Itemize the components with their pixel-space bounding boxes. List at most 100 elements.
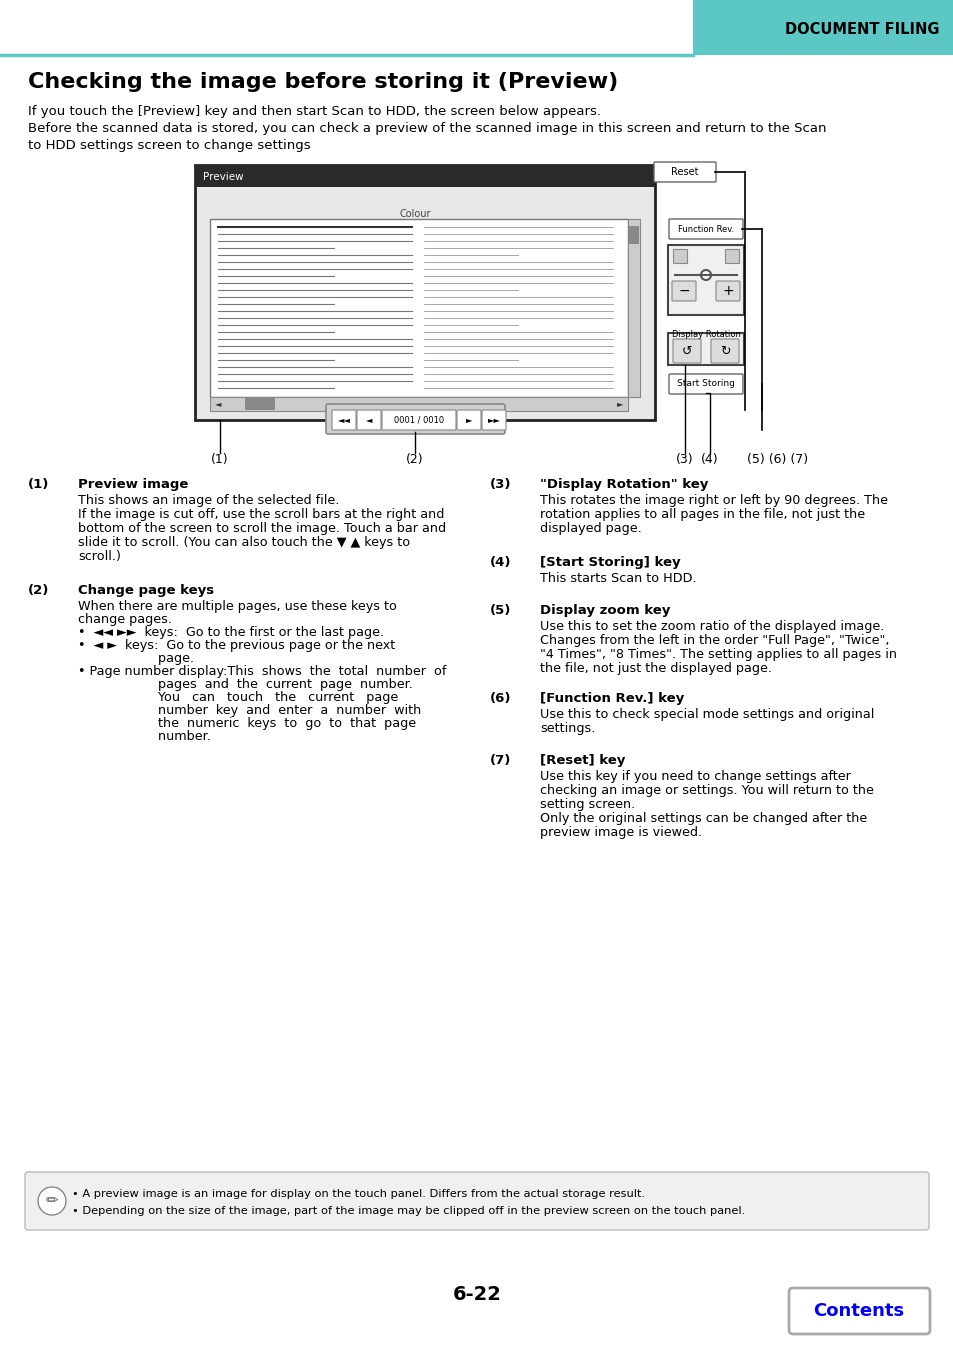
Text: Use this key if you need to change settings after: Use this key if you need to change setti… — [539, 770, 850, 784]
FancyBboxPatch shape — [788, 1288, 929, 1333]
Text: 0001 / 0010: 0001 / 0010 — [394, 416, 443, 424]
Text: checking an image or settings. You will return to the: checking an image or settings. You will … — [539, 784, 873, 797]
Text: Change page keys: Change page keys — [78, 584, 213, 597]
Text: (5): (5) — [490, 604, 511, 617]
Text: (3): (3) — [676, 453, 693, 466]
FancyBboxPatch shape — [668, 219, 742, 239]
Text: Preview image: Preview image — [78, 478, 188, 490]
Bar — [667, 332, 743, 365]
Text: page.: page. — [78, 653, 193, 665]
Text: Contents: Contents — [813, 1302, 903, 1320]
FancyBboxPatch shape — [710, 339, 739, 363]
Text: ◄: ◄ — [365, 416, 372, 424]
Text: Colour: Colour — [399, 209, 431, 219]
Text: +: + — [721, 284, 733, 299]
Text: ►►: ►► — [487, 416, 500, 424]
Text: Changes from the left in the order "Full Page", "Twice",: Changes from the left in the order "Full… — [539, 634, 888, 647]
Text: (4): (4) — [700, 453, 718, 466]
Bar — [194, 165, 655, 186]
Text: −: − — [678, 284, 689, 299]
Text: ◄◄: ◄◄ — [337, 416, 350, 424]
Text: to HDD settings screen to change settings: to HDD settings screen to change setting… — [28, 139, 311, 153]
Text: • Page number display:This  shows  the  total  number  of: • Page number display:This shows the tot… — [78, 665, 446, 678]
Text: Preview: Preview — [203, 172, 243, 182]
Text: (3): (3) — [490, 478, 511, 490]
Bar — [627, 219, 639, 397]
Text: Use this to check special mode settings and original: Use this to check special mode settings … — [539, 708, 874, 721]
FancyBboxPatch shape — [481, 409, 505, 430]
Text: setting screen.: setting screen. — [539, 798, 635, 811]
Text: Function Rev.: Function Rev. — [678, 224, 734, 234]
Bar — [210, 397, 627, 411]
Text: If the image is cut off, use the scroll bars at the right and: If the image is cut off, use the scroll … — [78, 508, 444, 521]
Text: (2): (2) — [28, 584, 50, 597]
FancyBboxPatch shape — [671, 281, 696, 301]
Text: "Display Rotation" key: "Display Rotation" key — [539, 478, 708, 490]
Circle shape — [38, 1188, 66, 1215]
Text: Only the original settings can be changed after the: Only the original settings can be change… — [539, 812, 866, 825]
FancyBboxPatch shape — [672, 339, 700, 363]
Text: [Function Rev.] key: [Function Rev.] key — [539, 692, 683, 705]
Text: ►: ► — [465, 416, 472, 424]
Text: displayed page.: displayed page. — [539, 521, 641, 535]
Text: "4 Times", "8 Times". The setting applies to all pages in: "4 Times", "8 Times". The setting applie… — [539, 648, 896, 661]
Text: This starts Scan to HDD.: This starts Scan to HDD. — [539, 571, 696, 585]
Bar — [692, 0, 953, 55]
FancyBboxPatch shape — [356, 409, 380, 430]
Text: [Reset] key: [Reset] key — [539, 754, 625, 767]
FancyBboxPatch shape — [654, 162, 716, 182]
Text: the file, not just the displayed page.: the file, not just the displayed page. — [539, 662, 771, 676]
Text: •  ◄◄ ►►  keys:  Go to the first or the last page.: • ◄◄ ►► keys: Go to the first or the las… — [78, 626, 384, 639]
Text: (5) (6) (7): (5) (6) (7) — [746, 453, 807, 466]
Text: pages  and  the  current  page  number.: pages and the current page number. — [78, 678, 413, 690]
FancyBboxPatch shape — [716, 281, 740, 301]
Text: ↻: ↻ — [719, 345, 729, 358]
Text: Before the scanned data is stored, you can check a preview of the scanned image : Before the scanned data is stored, you c… — [28, 122, 825, 135]
Text: preview image is viewed.: preview image is viewed. — [539, 825, 701, 839]
Text: This rotates the image right or left by 90 degrees. The: This rotates the image right or left by … — [539, 494, 887, 507]
Text: (6): (6) — [490, 692, 511, 705]
Text: (7): (7) — [490, 754, 511, 767]
FancyBboxPatch shape — [332, 409, 355, 430]
Text: scroll.): scroll.) — [78, 550, 121, 563]
Text: (2): (2) — [406, 453, 423, 466]
Text: • Depending on the size of the image, part of the image may be clipped off in th: • Depending on the size of the image, pa… — [71, 1206, 744, 1216]
Bar — [667, 245, 743, 315]
Text: change pages.: change pages. — [78, 613, 172, 626]
Text: Checking the image before storing it (Preview): Checking the image before storing it (Pr… — [28, 72, 618, 92]
Bar — [724, 249, 739, 263]
Circle shape — [700, 270, 710, 280]
Text: • A preview image is an image for display on the touch panel. Differs from the a: • A preview image is an image for displa… — [71, 1189, 644, 1198]
Text: Display Rotation: Display Rotation — [671, 330, 740, 339]
Bar — [210, 219, 627, 397]
Text: (1): (1) — [28, 478, 50, 490]
Text: If you touch the [Preview] key and then start Scan to HDD, the screen below appe: If you touch the [Preview] key and then … — [28, 105, 600, 118]
Text: ►: ► — [616, 400, 622, 408]
FancyBboxPatch shape — [326, 404, 504, 434]
FancyBboxPatch shape — [25, 1173, 928, 1229]
FancyBboxPatch shape — [456, 409, 480, 430]
Bar — [245, 399, 274, 409]
Text: (4): (4) — [490, 557, 511, 569]
Text: slide it to scroll. (You can also touch the ▼ ▲ keys to: slide it to scroll. (You can also touch … — [78, 536, 410, 549]
Text: •  ◄ ►  keys:  Go to the previous page or the next: • ◄ ► keys: Go to the previous page or t… — [78, 639, 395, 653]
Text: 6-22: 6-22 — [452, 1286, 501, 1305]
Text: number  key  and  enter  a  number  with: number key and enter a number with — [78, 704, 421, 717]
Text: ↺: ↺ — [681, 345, 692, 358]
Text: number.: number. — [78, 730, 211, 743]
Text: This shows an image of the selected file.: This shows an image of the selected file… — [78, 494, 339, 507]
Text: bottom of the screen to scroll the image. Touch a bar and: bottom of the screen to scroll the image… — [78, 521, 446, 535]
Text: Start Storing: Start Storing — [677, 380, 734, 389]
Text: (1): (1) — [211, 453, 229, 466]
Text: Display zoom key: Display zoom key — [539, 604, 670, 617]
Text: [Start Storing] key: [Start Storing] key — [539, 557, 679, 569]
Text: Reset: Reset — [671, 168, 698, 177]
FancyBboxPatch shape — [381, 409, 456, 430]
Text: the  numeric  keys  to  go  to  that  page: the numeric keys to go to that page — [78, 717, 416, 730]
FancyBboxPatch shape — [668, 374, 742, 394]
Text: settings.: settings. — [539, 721, 595, 735]
Text: ◄: ◄ — [214, 400, 221, 408]
Text: DOCUMENT FILING: DOCUMENT FILING — [784, 23, 939, 38]
Text: You   can   touch   the   current   page: You can touch the current page — [78, 690, 397, 704]
Text: ✏: ✏ — [46, 1193, 58, 1209]
